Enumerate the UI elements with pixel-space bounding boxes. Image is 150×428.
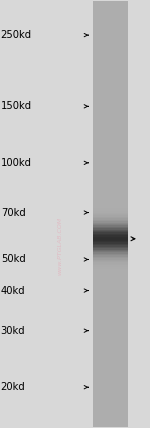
Text: 20kd: 20kd — [1, 382, 26, 392]
Text: 50kd: 50kd — [1, 255, 26, 265]
Text: www.PTGLAB.COM: www.PTGLAB.COM — [58, 217, 63, 275]
Text: 70kd: 70kd — [1, 208, 26, 217]
Text: 30kd: 30kd — [1, 326, 25, 336]
Text: 100kd: 100kd — [1, 158, 32, 168]
Text: 150kd: 150kd — [1, 101, 32, 111]
Text: 40kd: 40kd — [1, 285, 25, 296]
Text: 250kd: 250kd — [1, 30, 32, 40]
